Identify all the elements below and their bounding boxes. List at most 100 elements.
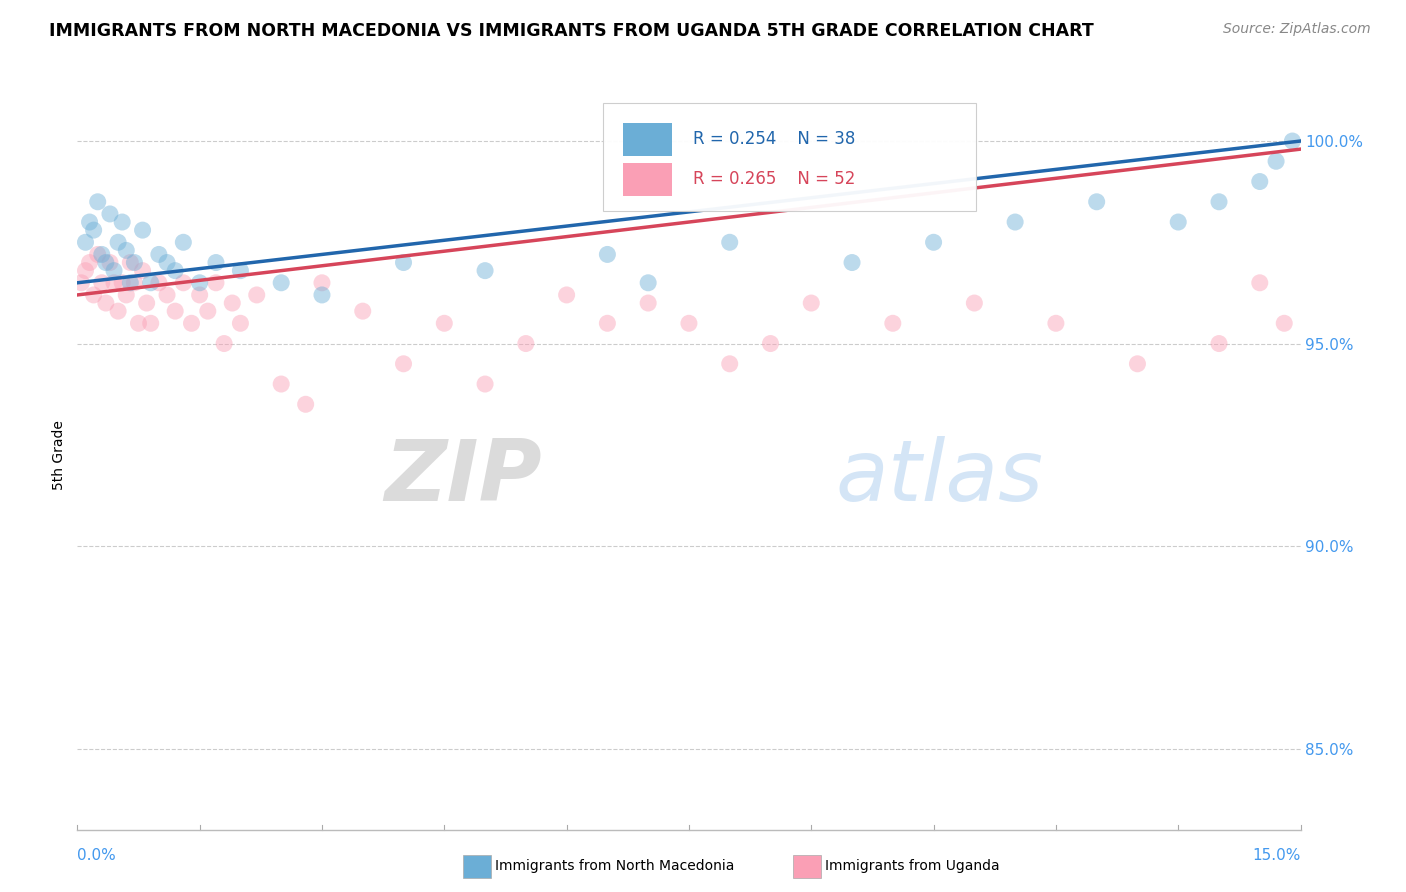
Point: [107, 304, 129, 318]
Point: [188, 276, 211, 290]
Point: [79, 255, 101, 269]
Point: [1272, 316, 1295, 330]
Point: [172, 235, 194, 250]
Point: [270, 377, 292, 392]
Point: [87, 194, 110, 209]
Point: [98, 207, 121, 221]
Point: [637, 276, 659, 290]
Text: IMMIGRANTS FROM NORTH MACEDONIA VS IMMIGRANTS FROM UGANDA 5TH GRADE CORRELATION : IMMIGRANTS FROM NORTH MACEDONIA VS IMMIG…: [49, 22, 1094, 40]
Point: [165, 304, 187, 318]
Point: [115, 244, 138, 258]
Point: [111, 276, 134, 290]
Point: [111, 215, 134, 229]
Point: [212, 336, 235, 351]
Y-axis label: 5th Grade: 5th Grade: [52, 420, 66, 490]
Point: [229, 263, 252, 277]
Point: [139, 316, 162, 330]
Point: [87, 247, 110, 261]
Text: 15.0%: 15.0%: [1253, 848, 1301, 863]
Point: [75, 235, 97, 250]
Point: [1249, 276, 1271, 290]
Point: [120, 276, 142, 290]
Point: [103, 263, 125, 277]
Text: R = 0.254    N = 38: R = 0.254 N = 38: [693, 130, 855, 148]
FancyBboxPatch shape: [623, 123, 672, 156]
Point: [120, 255, 142, 269]
Point: [392, 255, 415, 269]
Point: [103, 276, 125, 290]
Point: [800, 296, 823, 310]
Point: [1208, 194, 1230, 209]
Point: [197, 304, 219, 318]
Point: [515, 336, 537, 351]
Point: [124, 276, 146, 290]
Point: [1208, 336, 1230, 351]
Text: 0.0%: 0.0%: [77, 848, 117, 863]
Point: [1265, 154, 1288, 169]
Point: [127, 316, 149, 330]
Text: R = 0.265    N = 52: R = 0.265 N = 52: [693, 170, 855, 188]
Point: [433, 316, 456, 330]
Point: [1167, 215, 1189, 229]
Point: [188, 288, 211, 302]
Point: [165, 263, 187, 277]
Point: [98, 255, 121, 269]
Point: [678, 316, 700, 330]
Point: [474, 377, 496, 392]
Point: [205, 276, 228, 290]
Point: [392, 357, 415, 371]
Point: [229, 316, 252, 330]
Point: [115, 288, 138, 302]
Point: [148, 276, 170, 290]
Point: [352, 304, 374, 318]
Point: [596, 316, 619, 330]
Point: [270, 276, 292, 290]
Point: [131, 263, 153, 277]
Point: [172, 276, 194, 290]
Text: ZIP: ZIP: [384, 436, 543, 519]
Point: [75, 263, 97, 277]
Point: [246, 288, 269, 302]
Point: [221, 296, 243, 310]
Point: [311, 276, 333, 290]
Point: [1126, 357, 1149, 371]
Point: [841, 255, 863, 269]
Point: [718, 235, 741, 250]
Point: [70, 276, 93, 290]
Point: [90, 247, 112, 261]
Point: [107, 235, 129, 250]
Point: [124, 255, 146, 269]
FancyBboxPatch shape: [623, 162, 672, 195]
Point: [131, 223, 153, 237]
Point: [83, 223, 105, 237]
Point: [1085, 194, 1108, 209]
Point: [759, 336, 782, 351]
Point: [474, 263, 496, 277]
Point: [135, 296, 157, 310]
Point: [311, 288, 333, 302]
Point: [1281, 134, 1303, 148]
FancyBboxPatch shape: [603, 103, 976, 211]
Point: [156, 255, 179, 269]
Point: [1004, 215, 1026, 229]
Point: [90, 276, 112, 290]
Point: [1045, 316, 1067, 330]
Point: [94, 255, 117, 269]
Point: [963, 296, 986, 310]
Point: [596, 247, 619, 261]
Point: [156, 288, 179, 302]
Point: [718, 357, 741, 371]
Point: [922, 235, 945, 250]
Text: Immigrants from North Macedonia: Immigrants from North Macedonia: [495, 859, 734, 873]
Point: [139, 276, 162, 290]
Point: [555, 288, 578, 302]
Point: [637, 296, 659, 310]
Point: [94, 296, 117, 310]
Text: Source: ZipAtlas.com: Source: ZipAtlas.com: [1223, 22, 1371, 37]
Point: [148, 247, 170, 261]
Point: [180, 316, 202, 330]
Point: [294, 397, 316, 411]
Point: [83, 288, 105, 302]
Point: [79, 215, 101, 229]
Point: [205, 255, 228, 269]
